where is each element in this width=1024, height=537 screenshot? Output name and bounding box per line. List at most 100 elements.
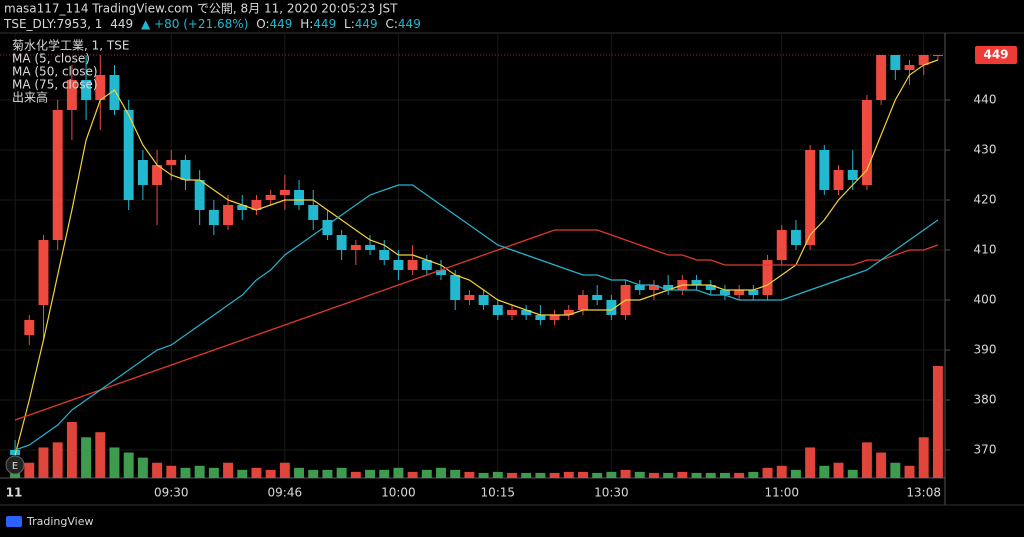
last-price-tag bbox=[975, 46, 1017, 64]
candle-body bbox=[137, 160, 148, 185]
ohlc-value: 449 bbox=[398, 17, 421, 31]
candle-body bbox=[66, 80, 77, 110]
ohlc-value: 449 bbox=[269, 17, 292, 31]
candle-body bbox=[365, 245, 375, 250]
candle-body bbox=[890, 55, 901, 70]
candle-body bbox=[819, 150, 830, 190]
candle-body bbox=[237, 205, 248, 210]
volume-bar bbox=[52, 442, 63, 478]
candle-body bbox=[563, 310, 574, 315]
volume-bar bbox=[648, 472, 659, 478]
candle-body bbox=[904, 65, 915, 70]
volume-bar bbox=[464, 471, 475, 478]
candle-body bbox=[932, 55, 943, 56]
ma-line bbox=[14, 59, 939, 456]
legend-entry: MA (5, close) bbox=[12, 52, 90, 66]
brand-logo bbox=[6, 516, 22, 527]
legend-entry: MA (50, close) bbox=[12, 65, 98, 79]
volume-bar bbox=[606, 471, 617, 478]
volume-bar bbox=[478, 472, 489, 478]
volume-bar bbox=[549, 472, 560, 478]
candle-body bbox=[521, 310, 532, 315]
volume-bar bbox=[833, 462, 844, 478]
legend-entry: 出来高 bbox=[12, 90, 48, 105]
volume-bar bbox=[762, 467, 773, 478]
candle-body bbox=[663, 285, 674, 290]
candle-body bbox=[81, 80, 92, 100]
volume-bar bbox=[137, 457, 148, 478]
volume-bar bbox=[294, 467, 305, 478]
candle-body bbox=[492, 305, 503, 315]
candle-body bbox=[421, 260, 432, 270]
volume-bar bbox=[251, 467, 262, 478]
volume-bar bbox=[166, 465, 177, 478]
legend-entry: 菊水化学工業, 1, TSE bbox=[12, 38, 129, 53]
volume-bar bbox=[507, 472, 517, 478]
last-price-label: 449 bbox=[983, 48, 1008, 62]
candle-body bbox=[95, 75, 106, 100]
x-tick-label: 09:30 bbox=[154, 486, 189, 500]
candle-body bbox=[705, 285, 716, 290]
candle-body bbox=[535, 315, 546, 320]
volume-bar bbox=[932, 366, 943, 478]
candle-body bbox=[336, 235, 347, 250]
symbol-line: TSE_DLY:7953, 1 449 ▲ +80 (+21.68%) O:44… bbox=[3, 17, 421, 31]
volume-bar bbox=[620, 469, 631, 478]
y-tick-label: 440 bbox=[974, 93, 997, 107]
candle-body bbox=[578, 295, 588, 310]
candle-body bbox=[549, 315, 560, 320]
ohlc-label: L: bbox=[344, 17, 355, 31]
candle-body bbox=[606, 300, 617, 315]
candle-body bbox=[52, 110, 63, 240]
volume-bar bbox=[208, 467, 219, 478]
x-tick-label: 13:08 bbox=[906, 486, 941, 500]
y-tick-label: 400 bbox=[974, 293, 997, 307]
x-tick-label: 11:00 bbox=[764, 486, 799, 500]
volume-bar bbox=[322, 469, 333, 478]
volume-bar bbox=[180, 467, 191, 478]
candle-body bbox=[436, 270, 446, 275]
ohlc-value: 449 bbox=[313, 17, 336, 31]
candle-body bbox=[776, 230, 787, 260]
volume-bar bbox=[663, 472, 674, 478]
volume-bar bbox=[123, 452, 134, 478]
volume-bar bbox=[421, 469, 432, 478]
volume-bar bbox=[81, 437, 92, 478]
candle-body bbox=[308, 205, 319, 220]
candle-body bbox=[634, 285, 645, 290]
volume-bar bbox=[592, 472, 603, 478]
volume-bar bbox=[705, 472, 716, 478]
ohlc-label: C: bbox=[386, 17, 398, 31]
legend-entry: MA (75, close) bbox=[12, 78, 98, 92]
candle-body bbox=[10, 450, 21, 455]
volume-bar bbox=[634, 471, 645, 478]
plot: 370 380 390 400 410 420 430 440 11 09:30 09:46 10:0… bbox=[0, 33, 996, 500]
volume-bar bbox=[365, 469, 375, 478]
brand[interactable]: TradingView bbox=[6, 515, 93, 528]
volume-bar bbox=[436, 467, 446, 478]
candle-body bbox=[251, 200, 262, 210]
volume-bar bbox=[379, 469, 390, 478]
candle-body bbox=[208, 210, 219, 225]
brand-name: TradingView bbox=[26, 515, 93, 528]
volume-bar bbox=[748, 471, 759, 478]
volume-bar bbox=[719, 472, 730, 478]
symbol: TSE_DLY:7953, 1 bbox=[3, 17, 102, 31]
ma-line bbox=[14, 229, 939, 421]
volume-bar bbox=[393, 467, 404, 478]
candle-body bbox=[350, 245, 361, 250]
candle-body bbox=[805, 150, 816, 245]
candle-body bbox=[180, 160, 191, 180]
volume-bar bbox=[876, 452, 887, 478]
event-marker[interactable] bbox=[5, 455, 25, 475]
candle-body bbox=[592, 295, 603, 300]
candle-body bbox=[762, 260, 773, 295]
candle-body bbox=[790, 230, 801, 245]
event-marker-label[interactable]: E bbox=[12, 461, 18, 472]
volume-bar bbox=[194, 465, 205, 478]
candle-body bbox=[748, 290, 759, 295]
volume-bar bbox=[350, 471, 361, 478]
volume-bar bbox=[521, 472, 532, 478]
volume-bar bbox=[237, 469, 248, 478]
